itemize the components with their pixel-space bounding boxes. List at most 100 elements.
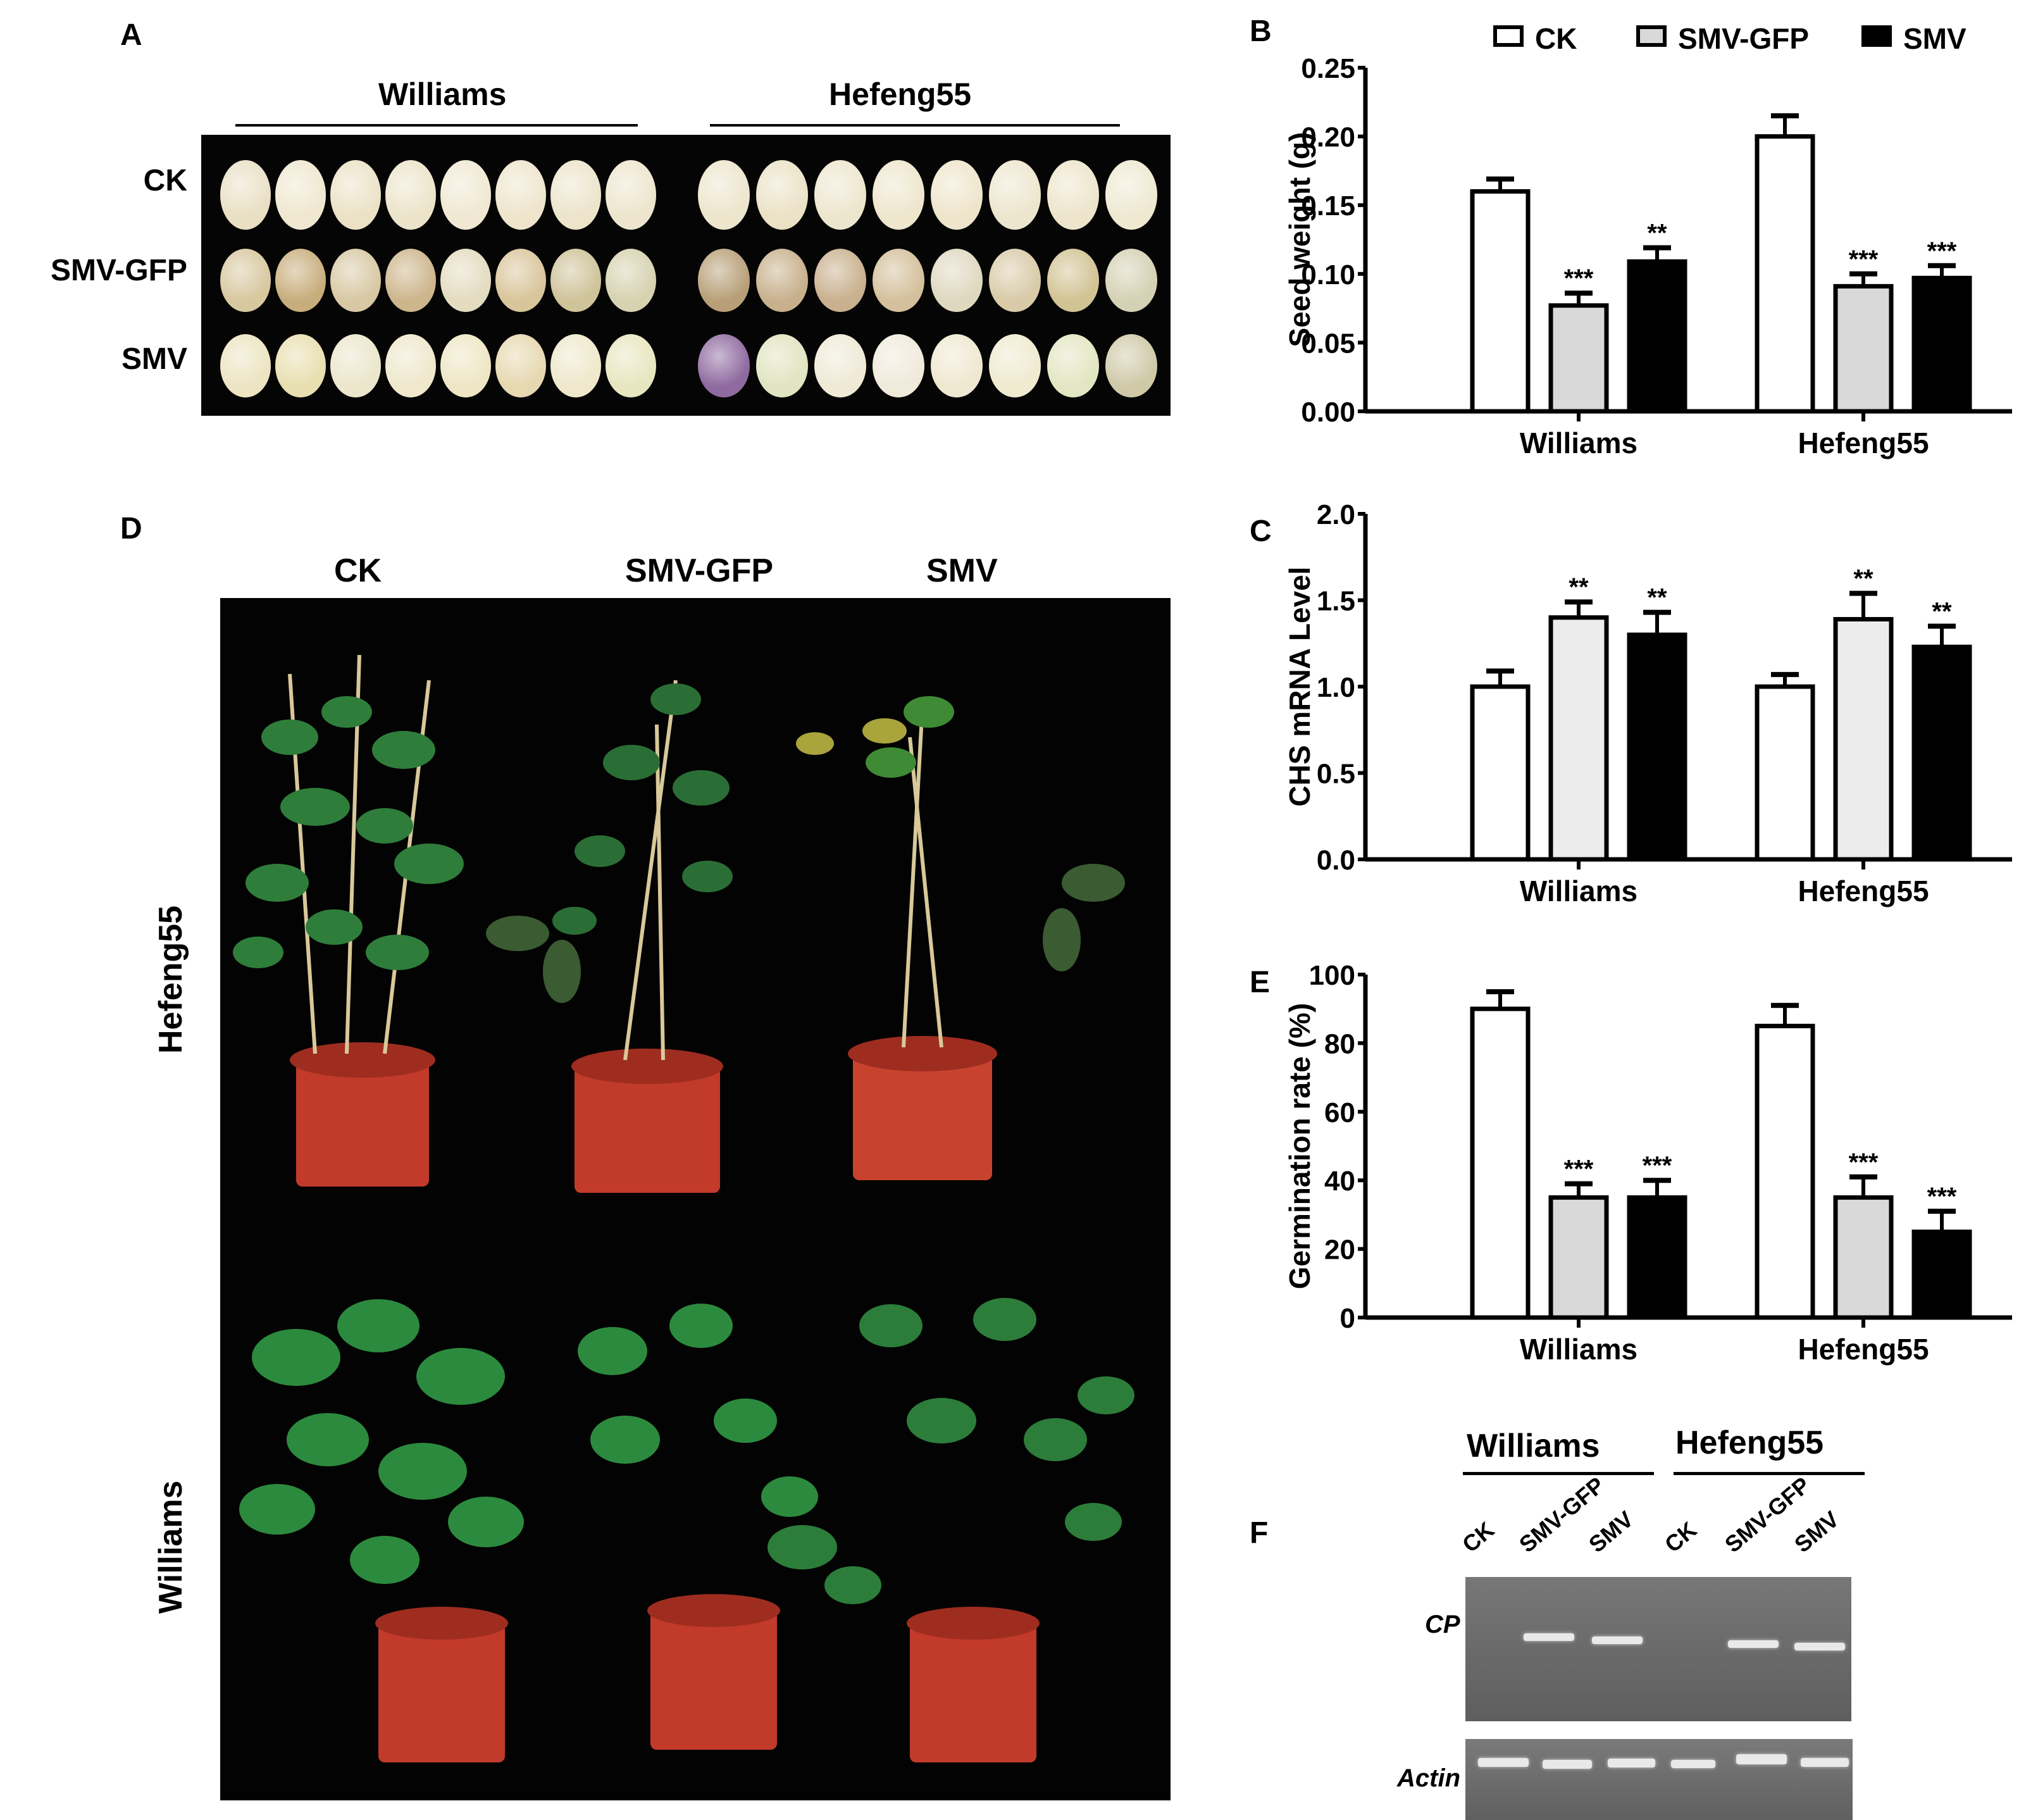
panel-f-label: F: [1250, 1516, 1269, 1550]
panel-a-row-smv: SMV: [121, 342, 187, 376]
seed: [330, 334, 381, 397]
svg-text:2.0: 2.0: [1317, 500, 1355, 530]
legend-label-smv-gfp: SMV-GFP: [1678, 22, 1810, 55]
seed: [550, 249, 601, 312]
panel-a-hefeng55-rule: [710, 124, 1120, 127]
panel-a-group-williams: Williams: [378, 77, 507, 112]
seed: [1105, 160, 1157, 230]
cp-band-williams-smv: [1592, 1636, 1643, 1644]
panel-f-group-williams: Williams: [1467, 1428, 1600, 1464]
svg-text:Hefeng55: Hefeng55: [1798, 427, 1929, 459]
svg-text:***: ***: [1564, 1156, 1594, 1183]
cp-band-hefeng55-smv-gfp: [1728, 1640, 1779, 1648]
seed: [275, 160, 326, 230]
svg-text:***: ***: [1564, 265, 1594, 292]
seed: [989, 160, 1041, 230]
svg-text:0.5: 0.5: [1317, 759, 1355, 790]
seed: [698, 249, 750, 312]
svg-text:0.00: 0.00: [1301, 397, 1355, 428]
svg-text:0.0: 0.0: [1317, 845, 1355, 876]
seed: [756, 334, 808, 397]
chart-e-germination: 0 20 40 60 80 100 Germination rate (%) Williams…: [1265, 959, 2038, 1376]
seed: [495, 160, 546, 230]
plant-williams-smv-gfp: [578, 1304, 818, 1750]
panel-d-row-hefeng55: Hefeng55: [152, 905, 189, 1054]
seed: [495, 334, 546, 397]
panel-f-hefeng55-rule: [1674, 1472, 1865, 1475]
panel-f-group-hefeng55: Hefeng55: [1675, 1424, 1824, 1461]
seed: [814, 249, 866, 312]
gel-gene-actin: Actin: [1397, 1764, 1460, 1792]
seed-photo: [201, 135, 1171, 416]
panel-a-row-smv-gfp: SMV-GFP: [50, 254, 187, 287]
seed: [814, 160, 866, 230]
panel-d-label: D: [120, 512, 142, 545]
seed: [1047, 334, 1099, 397]
seed: [756, 160, 808, 230]
panel-f-williams-rule: [1463, 1472, 1654, 1475]
seed: [550, 334, 601, 397]
svg-text:Williams: Williams: [1520, 1333, 1637, 1366]
seed: [385, 334, 436, 397]
svg-text:0.25: 0.25: [1301, 53, 1355, 84]
panel-a-label: A: [120, 18, 142, 52]
seed: [220, 160, 271, 230]
gel-lane-label: CK: [1660, 1516, 1702, 1558]
seed: [385, 249, 436, 312]
panel-a-row-ck: CK: [143, 164, 187, 197]
chart-b-seed-weight: 0.00 0.05 0.10 0.15 0.20 0.25 Seed weight (g) W…: [1265, 51, 2038, 468]
seed: [275, 334, 326, 397]
seed: [495, 249, 546, 312]
chart-legend: CK SMV-GFP SMV: [1493, 19, 2025, 57]
svg-text:20: 20: [1324, 1235, 1355, 1266]
seed: [873, 334, 924, 397]
cp-band-williams-smv-gfp: [1524, 1633, 1574, 1641]
legend-swatch-smv: [1861, 25, 1892, 47]
svg-text:**: **: [1853, 565, 1873, 593]
seed: [1047, 160, 1099, 230]
svg-text:0.05: 0.05: [1301, 328, 1355, 359]
svg-text:***: ***: [1849, 246, 1879, 273]
panel-d-col-smv: SMV: [926, 552, 998, 589]
seed: [1105, 249, 1157, 312]
plant-hefeng55-smv-gfp: [552, 680, 733, 1193]
seed: [931, 160, 983, 230]
seed: [1047, 249, 1099, 312]
svg-text:100: 100: [1309, 960, 1355, 991]
seed: [385, 160, 436, 230]
svg-text:0.10: 0.10: [1301, 259, 1355, 290]
seed: [814, 334, 866, 397]
panel-d-col-ck: CK: [334, 552, 382, 589]
seed: [220, 334, 271, 397]
seed: [931, 334, 983, 397]
seed: [606, 334, 656, 397]
seed: [756, 249, 808, 312]
actin-band-4: [1671, 1760, 1715, 1768]
seed: [220, 249, 271, 312]
svg-text:1.5: 1.5: [1317, 586, 1355, 617]
actin-band-5: [1736, 1754, 1787, 1764]
seed: [873, 160, 924, 230]
svg-text:Williams: Williams: [1520, 875, 1637, 907]
svg-text:***: ***: [1849, 1149, 1879, 1176]
seed: [440, 334, 491, 397]
plant-hefeng55-ck: [233, 654, 464, 1187]
gel-lane-label: SMV: [1789, 1505, 1844, 1558]
svg-text:**: **: [1932, 597, 1952, 625]
svg-text:80: 80: [1324, 1028, 1355, 1059]
plant-illustration: [233, 654, 1134, 1762]
seed: [330, 249, 381, 312]
panel-b-label: B: [1250, 15, 1272, 48]
seed: [606, 160, 656, 230]
panel-a-williams-rule: [235, 124, 638, 127]
svg-text:**: **: [1647, 220, 1667, 247]
gel-actin: [1465, 1739, 1853, 1820]
seed: [698, 334, 750, 397]
actin-band-1: [1478, 1758, 1529, 1767]
seed: [1105, 334, 1157, 397]
svg-text:40: 40: [1324, 1166, 1355, 1197]
svg-text:**: **: [1569, 573, 1589, 601]
panel-a-group-hefeng55: Hefeng55: [829, 77, 972, 112]
actin-band-6: [1801, 1758, 1849, 1767]
gel-lane-label: CK: [1457, 1516, 1500, 1558]
